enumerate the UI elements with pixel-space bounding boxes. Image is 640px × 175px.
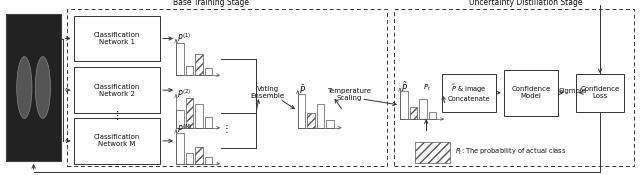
- Text: Confidence
Model: Confidence Model: [511, 86, 550, 99]
- Ellipse shape: [17, 57, 32, 118]
- Bar: [415, 142, 450, 163]
- Text: Confidence
Loss: Confidence Loss: [580, 86, 620, 99]
- Text: $P_t$: $P_t$: [423, 83, 431, 93]
- Text: ⋮: ⋮: [221, 124, 232, 134]
- Bar: [394, 9, 634, 166]
- Bar: [326, 120, 334, 128]
- Text: Classification
Network 1: Classification Network 1: [93, 32, 140, 45]
- Bar: [576, 74, 624, 112]
- Bar: [400, 91, 408, 119]
- Text: $\tilde{P}$ & image
Concatenate: $\tilde{P}$ & image Concatenate: [447, 83, 490, 102]
- Bar: [410, 107, 417, 119]
- Bar: [6, 14, 61, 161]
- Bar: [419, 99, 427, 119]
- Text: $\bar{P}$: $\bar{P}$: [299, 83, 306, 96]
- Text: Sigmoid: Sigmoid: [559, 88, 587, 94]
- Text: $P_t$: The probability of actual class: $P_t$: The probability of actual class: [455, 147, 566, 157]
- Bar: [205, 68, 212, 75]
- Bar: [298, 94, 305, 128]
- Bar: [442, 74, 496, 112]
- Bar: [195, 104, 203, 128]
- Bar: [74, 67, 160, 113]
- Bar: [67, 9, 387, 166]
- Text: ⋮: ⋮: [111, 110, 122, 121]
- Bar: [74, 16, 160, 61]
- Bar: [186, 98, 193, 128]
- Text: Uncertainty Distillation Stage: Uncertainty Distillation Stage: [469, 0, 582, 7]
- Bar: [307, 113, 315, 128]
- Text: $P^{(M)}$: $P^{(M)}$: [177, 122, 193, 135]
- Bar: [176, 43, 184, 75]
- Bar: [176, 133, 184, 164]
- Bar: [205, 117, 212, 128]
- Bar: [74, 118, 160, 164]
- Bar: [317, 104, 324, 128]
- Bar: [195, 148, 203, 164]
- Bar: [176, 110, 184, 128]
- Bar: [186, 153, 193, 164]
- Text: Base Training Stage: Base Training Stage: [173, 0, 249, 7]
- Bar: [195, 54, 203, 75]
- Bar: [429, 112, 436, 119]
- Bar: [205, 157, 212, 164]
- Text: $P^{(2)}$: $P^{(2)}$: [177, 87, 192, 100]
- Bar: [504, 70, 558, 116]
- Text: Classification
Network 2: Classification Network 2: [93, 84, 140, 97]
- Text: Voting
Ensemble: Voting Ensemble: [250, 86, 285, 99]
- Ellipse shape: [35, 57, 51, 118]
- Text: $\tilde{P}$: $\tilde{P}$: [401, 80, 408, 94]
- Text: Temperature
Scaling: Temperature Scaling: [327, 88, 371, 101]
- Text: $P^{(1)}$: $P^{(1)}$: [177, 32, 192, 44]
- Bar: [186, 66, 193, 75]
- Text: Classification
Network M: Classification Network M: [93, 134, 140, 147]
